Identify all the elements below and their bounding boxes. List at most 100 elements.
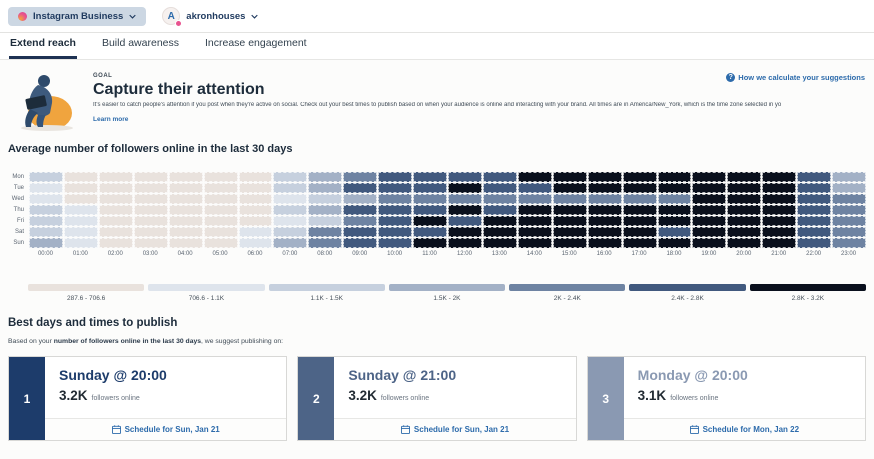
heatmap-cell[interactable] <box>238 205 273 215</box>
heatmap-cell[interactable] <box>692 183 727 193</box>
heatmap-cell[interactable] <box>517 216 552 226</box>
heatmap-cell[interactable] <box>29 216 63 226</box>
heatmap-cell[interactable] <box>378 183 413 193</box>
heatmap-cell[interactable] <box>273 216 308 226</box>
heatmap-cell[interactable] <box>98 205 133 215</box>
heatmap-cell[interactable] <box>622 238 657 248</box>
heatmap-cell[interactable] <box>343 172 378 182</box>
heatmap-cell[interactable] <box>482 183 517 193</box>
heatmap-cell[interactable] <box>238 216 273 226</box>
heatmap-cell[interactable] <box>657 238 692 248</box>
heatmap-cell[interactable] <box>273 227 308 237</box>
heatmap-cell[interactable] <box>133 172 168 182</box>
heatmap-cell[interactable] <box>727 216 762 226</box>
heatmap-cell[interactable] <box>762 238 797 248</box>
heatmap-cell[interactable] <box>63 194 98 204</box>
heatmap-cell[interactable] <box>482 194 517 204</box>
heatmap-cell[interactable] <box>203 172 238 182</box>
heatmap-cell[interactable] <box>482 205 517 215</box>
heatmap-cell[interactable] <box>343 227 378 237</box>
tab-extend-reach[interactable]: Extend reach <box>9 32 77 59</box>
heatmap-cell[interactable] <box>133 216 168 226</box>
account-selector[interactable]: A akronhouses <box>162 7 259 27</box>
heatmap-cell[interactable] <box>727 183 762 193</box>
heatmap-cell[interactable] <box>378 172 413 182</box>
heatmap-cell[interactable] <box>552 205 587 215</box>
heatmap-cell[interactable] <box>727 205 762 215</box>
heatmap-cell[interactable] <box>133 238 168 248</box>
heatmap-cell[interactable] <box>168 216 203 226</box>
heatmap-cell[interactable] <box>517 172 552 182</box>
heatmap-cell[interactable] <box>657 227 692 237</box>
heatmap-cell[interactable] <box>482 172 517 182</box>
heatmap-cell[interactable] <box>587 183 622 193</box>
heatmap-cell[interactable] <box>413 216 447 226</box>
heatmap-cell[interactable] <box>98 194 133 204</box>
heatmap-cell[interactable] <box>657 216 692 226</box>
heatmap-cell[interactable] <box>413 172 447 182</box>
heatmap-cell[interactable] <box>727 238 762 248</box>
heatmap-cell[interactable] <box>727 194 762 204</box>
heatmap-cell[interactable] <box>133 227 168 237</box>
heatmap-cell[interactable] <box>552 194 587 204</box>
heatmap-cell[interactable] <box>273 194 308 204</box>
heatmap-cell[interactable] <box>29 194 63 204</box>
heatmap-cell[interactable] <box>273 172 308 182</box>
heatmap-cell[interactable] <box>308 205 343 215</box>
heatmap-cell[interactable] <box>378 205 413 215</box>
heatmap-cell[interactable] <box>238 172 273 182</box>
heatmap-cell[interactable] <box>832 216 866 226</box>
heatmap-cell[interactable] <box>133 205 168 215</box>
tab-increase-engagement[interactable]: Increase engagement <box>205 37 307 49</box>
heatmap-cell[interactable] <box>727 227 762 237</box>
heatmap-cell[interactable] <box>273 183 308 193</box>
heatmap-cell[interactable] <box>832 172 866 182</box>
heatmap-cell[interactable] <box>343 216 378 226</box>
heatmap-cell[interactable] <box>622 172 657 182</box>
heatmap-cell[interactable] <box>517 205 552 215</box>
schedule-button[interactable]: Schedule for Sun, Jan 21 <box>334 418 576 440</box>
heatmap-cell[interactable] <box>657 205 692 215</box>
heatmap-cell[interactable] <box>29 172 63 182</box>
heatmap-cell[interactable] <box>517 194 552 204</box>
heatmap-cell[interactable] <box>203 194 238 204</box>
heatmap-cell[interactable] <box>622 194 657 204</box>
heatmap-cell[interactable] <box>622 227 657 237</box>
heatmap-cell[interactable] <box>482 216 517 226</box>
heatmap-cell[interactable] <box>29 238 63 248</box>
heatmap-cell[interactable] <box>727 172 762 182</box>
heatmap-cell[interactable] <box>63 227 98 237</box>
heatmap-cell[interactable] <box>98 238 133 248</box>
heatmap-cell[interactable] <box>797 172 832 182</box>
heatmap-cell[interactable] <box>552 227 587 237</box>
heatmap-cell[interactable] <box>762 205 797 215</box>
heatmap-cell[interactable] <box>203 205 238 215</box>
heatmap-cell[interactable] <box>63 183 98 193</box>
heatmap-cell[interactable] <box>98 216 133 226</box>
heatmap-cell[interactable] <box>657 172 692 182</box>
heatmap-cell[interactable] <box>517 227 552 237</box>
heatmap-cell[interactable] <box>413 227 447 237</box>
heatmap-cell[interactable] <box>238 227 273 237</box>
heatmap-cell[interactable] <box>692 227 727 237</box>
heatmap-cell[interactable] <box>448 183 482 193</box>
heatmap-cell[interactable] <box>238 238 273 248</box>
heatmap-cell[interactable] <box>832 238 866 248</box>
tab-build-awareness[interactable]: Build awareness <box>101 37 179 49</box>
heatmap-cell[interactable] <box>657 183 692 193</box>
heatmap-cell[interactable] <box>448 238 482 248</box>
heatmap-cell[interactable] <box>448 227 482 237</box>
heatmap-cell[interactable] <box>273 205 308 215</box>
heatmap-cell[interactable] <box>63 172 98 182</box>
heatmap-cell[interactable] <box>98 183 133 193</box>
learn-more-link[interactable]: Learn more <box>93 116 129 123</box>
heatmap-cell[interactable] <box>797 205 832 215</box>
heatmap-cell[interactable] <box>552 216 587 226</box>
heatmap-cell[interactable] <box>29 183 63 193</box>
heatmap-cell[interactable] <box>308 172 343 182</box>
heatmap-cell[interactable] <box>168 205 203 215</box>
heatmap-cell[interactable] <box>832 194 866 204</box>
heatmap-cell[interactable] <box>797 227 832 237</box>
heatmap-cell[interactable] <box>133 194 168 204</box>
heatmap-cell[interactable] <box>238 183 273 193</box>
